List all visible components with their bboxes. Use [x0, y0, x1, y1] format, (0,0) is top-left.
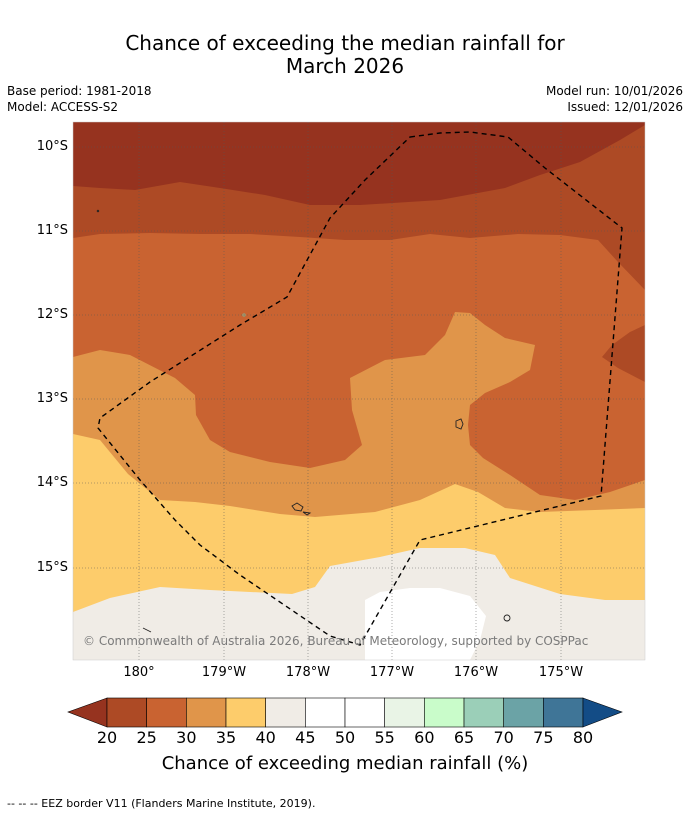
colorbar-segment: [186, 697, 227, 728]
lat-label: 11°S: [36, 223, 68, 238]
colorbar-tick-label: 30: [176, 728, 197, 747]
colorbar-segment: [225, 697, 266, 728]
white-area: [365, 588, 486, 660]
gridlines: [73, 122, 645, 660]
base-period: Base period: 1981-2018: [7, 84, 152, 98]
colorbar-tick-label: 70: [493, 728, 514, 747]
colorbar-segment: [305, 697, 346, 728]
colorbar-segment: [384, 697, 425, 728]
lat-label: 10°S: [36, 139, 68, 154]
eez-border: [97, 131, 623, 646]
islands: [96, 209, 511, 633]
lat-label: 13°S: [36, 391, 68, 406]
colorbar-tick-label: 50: [334, 728, 356, 747]
colorbar-tick-label: 65: [453, 728, 475, 747]
colorbar-over-triangle: [582, 697, 623, 728]
lat-label: 12°S: [36, 307, 68, 322]
colorbar-segment: [106, 697, 147, 728]
colorbar-segment: [463, 697, 504, 728]
colorbar-tick-label: 60: [414, 728, 435, 747]
colorbar-under-triangle: [67, 697, 108, 728]
colorbar-tick-label: 55: [374, 728, 395, 747]
colorbar-tick-label: 80: [572, 728, 594, 747]
lon-label: 180°: [123, 665, 155, 680]
colorbar-segment: [265, 697, 306, 728]
colorbar-segment: [424, 697, 465, 728]
colorbar-tick-label: 40: [255, 728, 276, 747]
colorbar: [67, 697, 623, 728]
colorbar-tick-label: 45: [295, 728, 316, 747]
lat-label: 15°S: [36, 560, 68, 575]
colorbar-segment: [503, 697, 544, 728]
colorbar-tick-label: 75: [533, 728, 554, 747]
map-title-line2: March 2026: [285, 54, 405, 78]
colorbar-title: Chance of exceeding median rainfall (%): [161, 753, 529, 774]
lon-label: 179°W: [201, 665, 247, 680]
model-name: Model: ACCESS-S2: [7, 100, 119, 114]
lon-label: 178°W: [285, 665, 331, 680]
copyright-notice: © Commonwealth of Australia 2026, Bureau…: [83, 634, 589, 648]
category-20-25-east-area: [602, 325, 645, 382]
colorbar-tick-label: 35: [215, 728, 237, 747]
eez-legend-footer: -- -- -- EEZ border V11 (Flanders Marine…: [7, 797, 316, 810]
lon-label: 177°W: [369, 665, 415, 680]
map-title-line1: Chance of exceeding the median rainfall …: [125, 31, 565, 55]
issued-date: Issued: 12/01/2026: [567, 100, 683, 114]
category-below-20-area: [73, 122, 645, 205]
colorbar-tick-label: 20: [96, 728, 118, 747]
colorbar-segment: [543, 697, 584, 728]
lon-label: 176°W: [453, 665, 499, 680]
model-run: Model run: 10/01/2026: [545, 84, 683, 98]
colorbar-tick-label: 25: [136, 728, 157, 747]
colorbar-segment: [344, 697, 385, 728]
lon-label: 175°W: [538, 665, 584, 680]
map-frame: [72, 121, 646, 661]
lat-label: 14°S: [36, 475, 68, 490]
colorbar-segment: [146, 697, 187, 728]
rainfall-probability-map: [73, 122, 645, 660]
